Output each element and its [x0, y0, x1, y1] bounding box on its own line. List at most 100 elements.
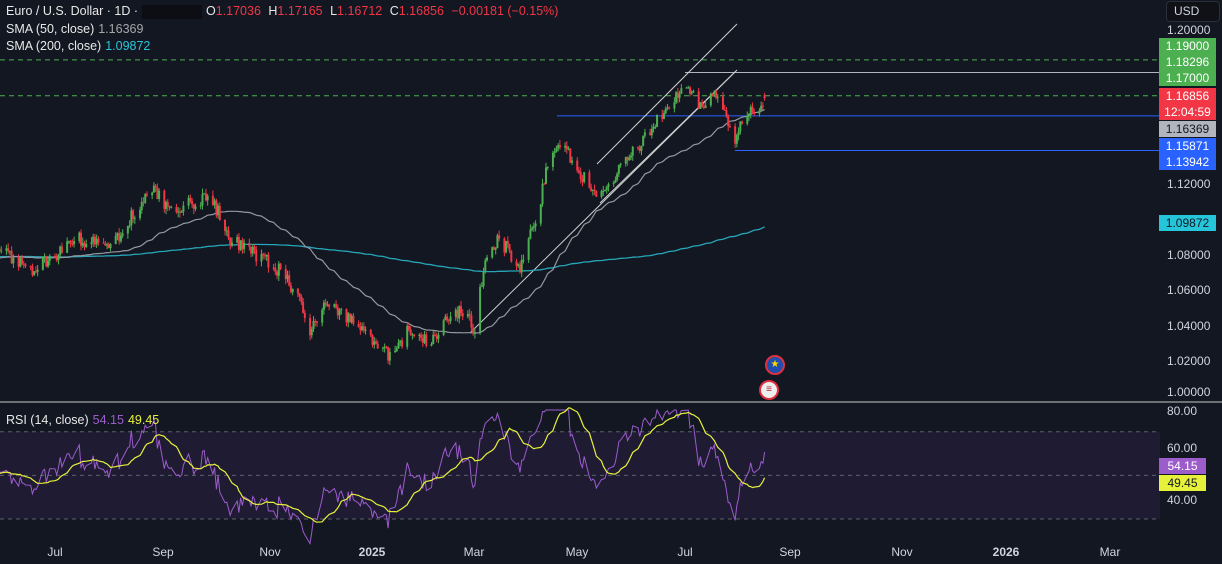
candle-body [241, 240, 244, 250]
candle-body [576, 160, 579, 171]
time-axis-label: Jul [47, 545, 63, 559]
candle-body [48, 255, 51, 261]
candle-body [194, 206, 197, 209]
candle-body [461, 313, 464, 317]
candle-body [760, 105, 763, 111]
us-flag-icon[interactable]: ≡ [759, 380, 779, 400]
low-value: 1.16712 [337, 4, 383, 18]
candle-body [237, 237, 240, 251]
candle-body [539, 204, 542, 224]
candle-body [680, 88, 683, 94]
candle-body [711, 93, 714, 95]
candle-body [433, 334, 436, 337]
candle-body [302, 301, 305, 313]
candle-body [593, 189, 596, 191]
sma50-label: SMA (50, close) [6, 22, 95, 36]
rsi-axis-label: 40.00 [1167, 493, 1198, 507]
candle-body [178, 211, 181, 213]
currency-button[interactable]: USD [1166, 1, 1220, 22]
rsi-tag: 54.15 [1159, 458, 1206, 474]
candle-body [401, 340, 403, 347]
candle-body [151, 192, 154, 196]
candle-body [31, 266, 34, 276]
candle-body [543, 183, 546, 185]
candle-body [5, 248, 8, 251]
candle-body [649, 132, 652, 136]
candle-body [571, 160, 574, 163]
candle-body [227, 230, 230, 238]
candle-body [156, 187, 159, 199]
candle-body [199, 205, 202, 207]
candle-body [662, 113, 665, 120]
candle-body [66, 241, 69, 253]
price-tag: 1.15871 [1159, 138, 1216, 154]
candle-body [397, 342, 400, 349]
candle-body [296, 288, 299, 294]
candle-body [225, 230, 228, 232]
candle-body [260, 254, 263, 262]
candle-body [54, 255, 56, 257]
candle-body [251, 246, 254, 254]
candle-body [494, 248, 497, 250]
candle-body [272, 267, 275, 269]
candle-body [518, 264, 521, 273]
candle-body [22, 263, 25, 265]
price-tag: 1.13942 [1159, 154, 1216, 170]
candle-body [36, 269, 39, 272]
candle-body [177, 211, 180, 213]
candle-body [369, 329, 372, 336]
candle-body [699, 102, 702, 109]
candle-body [180, 211, 183, 213]
candle-body [352, 315, 355, 324]
candle-body [432, 334, 435, 345]
candle-body [430, 344, 433, 346]
candle-body [388, 351, 391, 361]
candle-body [248, 242, 251, 247]
candle-body [376, 343, 379, 349]
candle-body [203, 193, 206, 195]
trend-line [469, 71, 736, 334]
candle-body [267, 254, 270, 268]
sma50-legend[interactable]: SMA (50, close) 1.16369 [6, 22, 147, 37]
candle-body [236, 237, 239, 243]
candle-body [133, 218, 136, 220]
candle-body [551, 152, 554, 167]
candle-body [702, 107, 705, 109]
candle-body [626, 156, 629, 161]
candle-body [166, 201, 169, 207]
candle-body [588, 172, 591, 188]
candle-body [59, 246, 62, 255]
candle-body [29, 266, 32, 268]
candle-body [713, 91, 716, 95]
candle-body [532, 226, 535, 228]
candle-body [116, 233, 119, 236]
candle-body [106, 244, 109, 246]
rsi-tag: 49.45 [1159, 475, 1206, 491]
candle-body [224, 219, 227, 231]
price-tag: 1.19000 [1159, 38, 1216, 54]
candle-body [357, 323, 360, 328]
candle-body [650, 128, 653, 136]
rsi-legend[interactable]: RSI (14, close) 54.15 49.45 [6, 413, 163, 428]
price-axis-label: 1.06000 [1167, 283, 1211, 297]
candle-body [19, 257, 22, 267]
candle-body [118, 233, 121, 242]
candle-body [121, 233, 124, 236]
candle-body [673, 102, 676, 109]
candle-body [607, 184, 610, 187]
sma50-line [0, 109, 765, 334]
candle-body [741, 121, 744, 124]
candle-body [7, 248, 10, 252]
eu-flag-icon[interactable]: ★ [765, 355, 785, 375]
candle-body [328, 304, 331, 307]
candle-body [602, 190, 605, 192]
rsi-ma-value: 49.45 [127, 413, 160, 427]
candle-body [486, 257, 489, 261]
sma200-legend[interactable]: SMA (200, close) 1.09872 [6, 39, 154, 54]
candle-body [466, 313, 469, 317]
candle-body [728, 126, 731, 128]
price-tag: 1.16856 [1159, 88, 1216, 104]
candle-body [274, 267, 277, 272]
candle-body [636, 146, 639, 148]
